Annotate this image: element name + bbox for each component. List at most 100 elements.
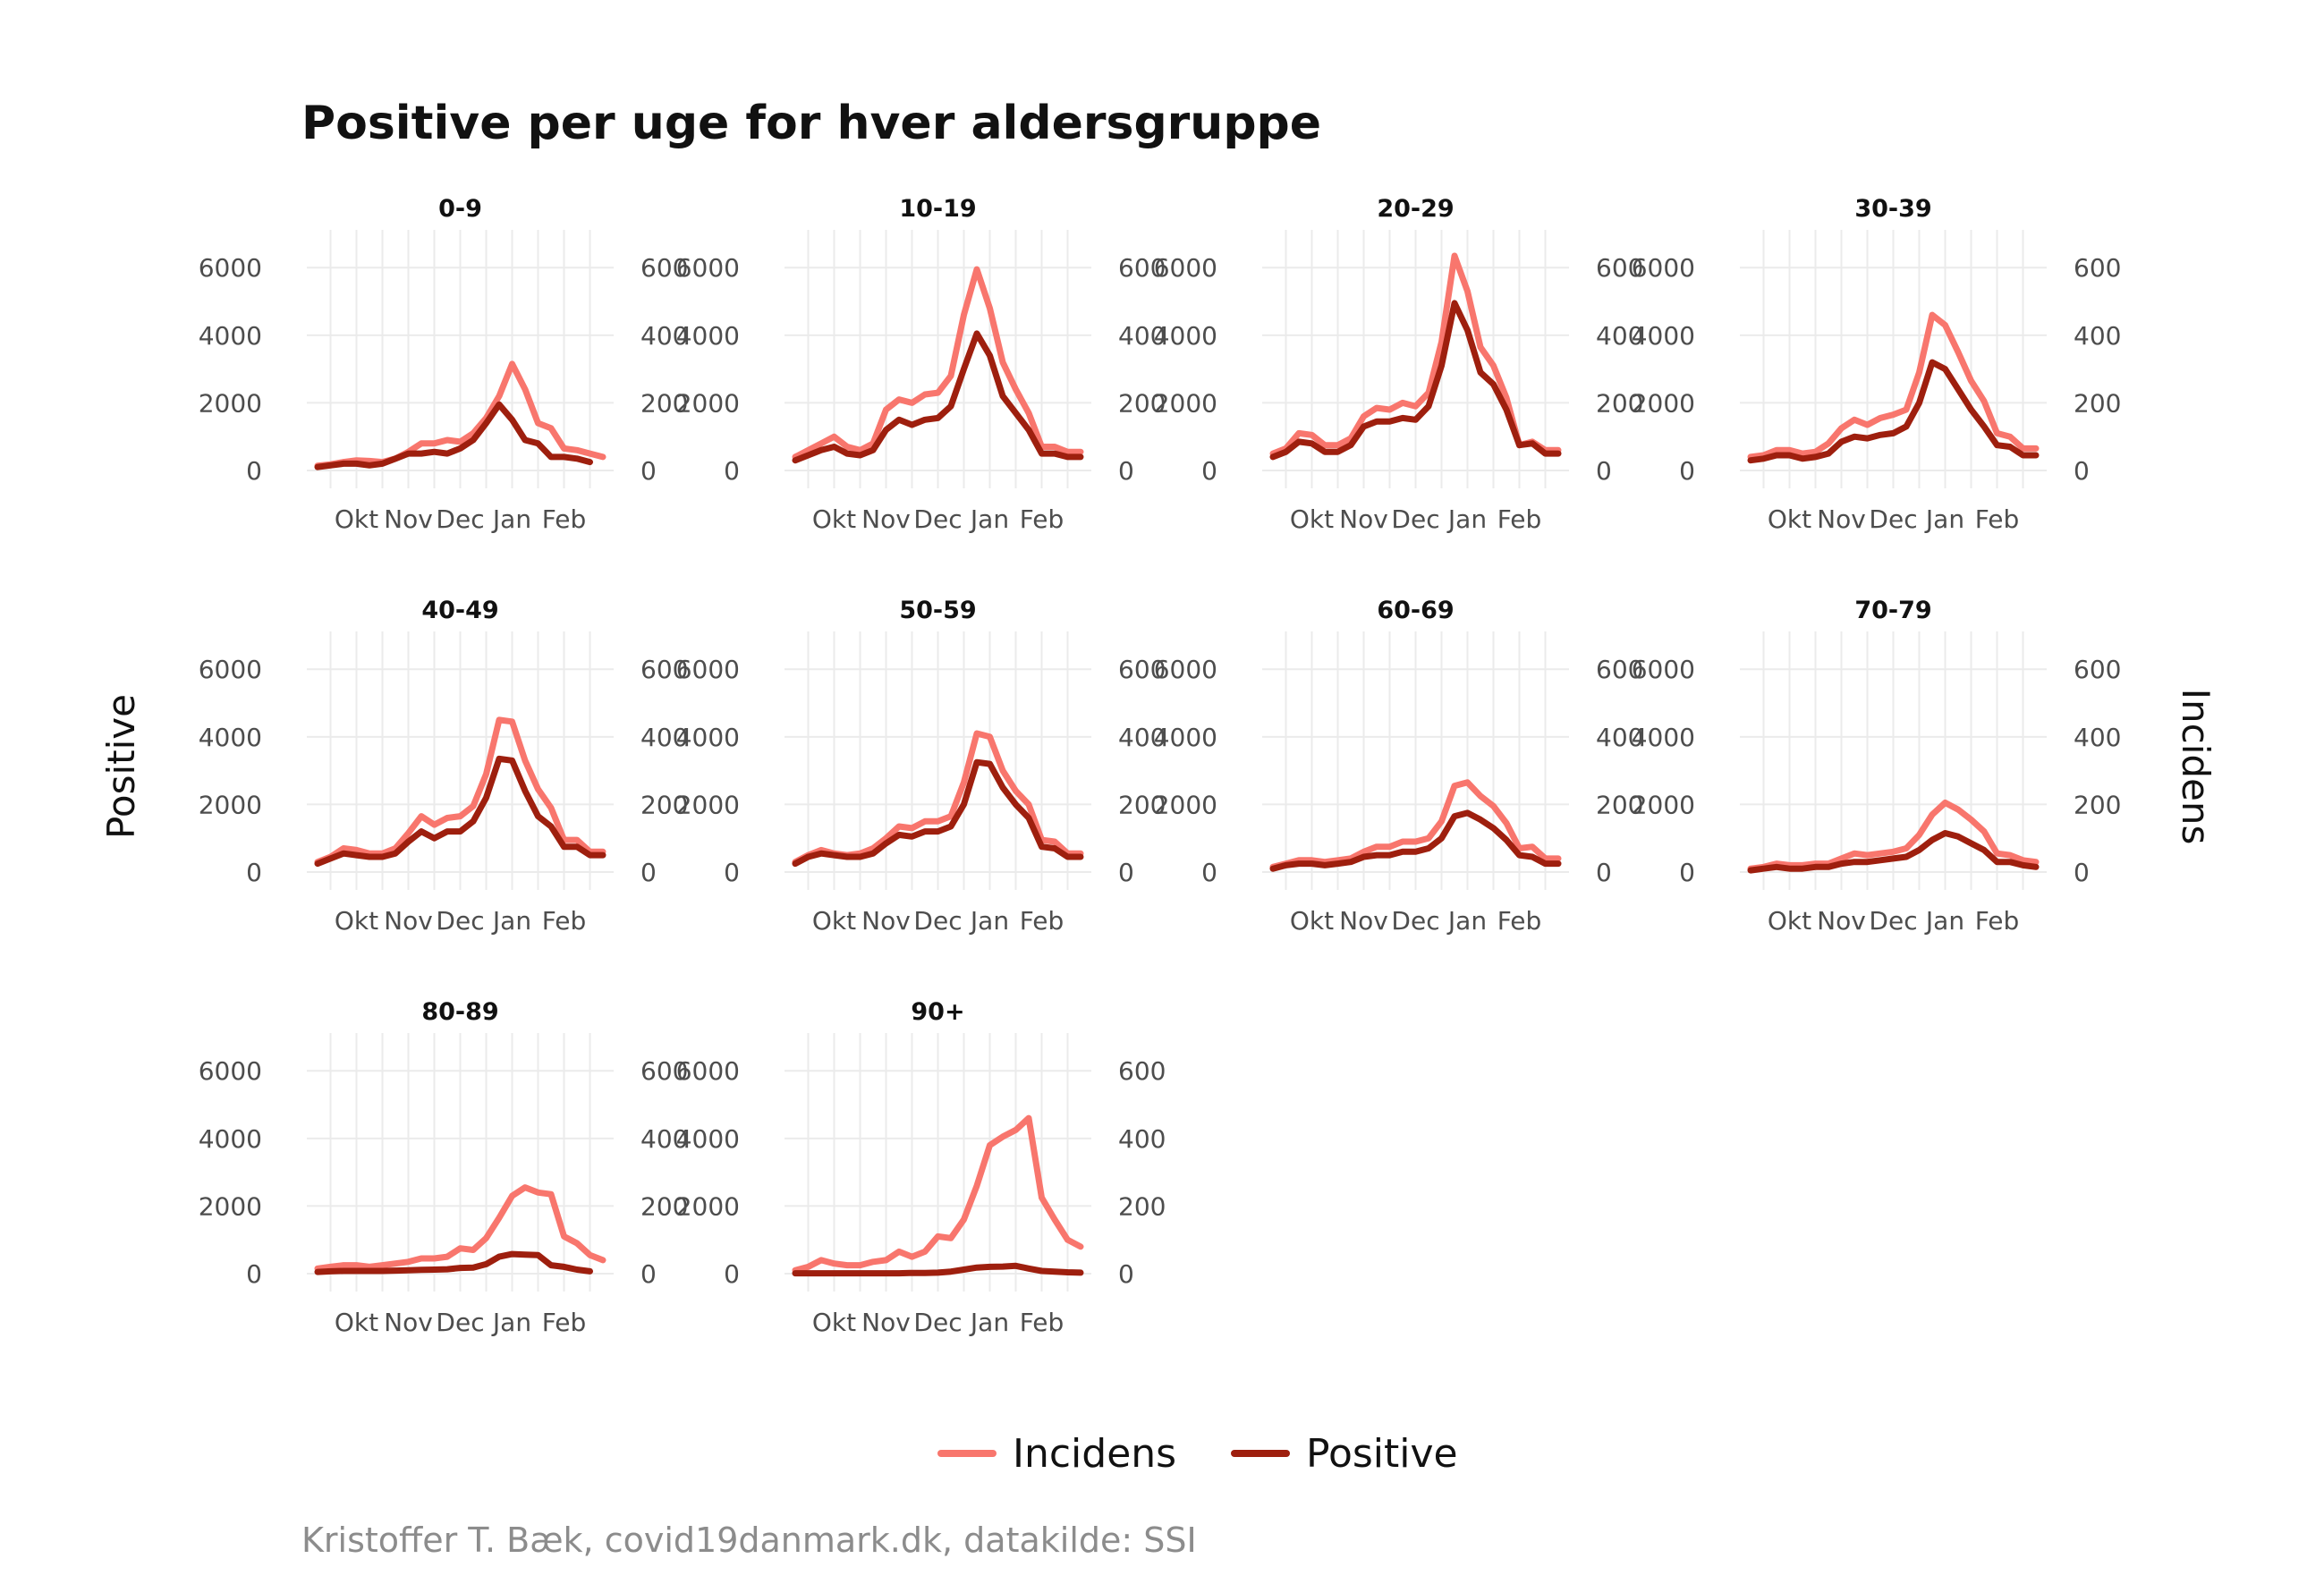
- x-tick-label: Feb: [542, 1308, 587, 1337]
- x-tick-label: Jan: [491, 1308, 531, 1337]
- x-tick-label: Nov: [861, 906, 911, 936]
- y-left-tick-label: 6000: [199, 253, 262, 283]
- panel-label: 0-9: [438, 195, 482, 223]
- x-tick-label: Feb: [1497, 504, 1542, 534]
- panel-label: 50-59: [899, 597, 976, 624]
- panel-label: 30-39: [1854, 195, 1931, 223]
- y-right-tick-label: 400: [2074, 321, 2121, 351]
- y-left-tick-label: 6000: [1632, 253, 1695, 283]
- y-right-tick-label: 600: [1118, 253, 1166, 283]
- y-left-tick-label: 2000: [1632, 790, 1695, 819]
- panel-40-49: 40-49 0 2000 4000 6000 0 200 400 600 Okt Nov Dec Jan…: [199, 597, 689, 936]
- y-right-tick-label: 600: [1596, 655, 1643, 684]
- y-left-tick-label: 4000: [1154, 321, 1217, 351]
- y-left-tick-label: 4000: [676, 1124, 740, 1154]
- panel-20-29: 20-29 0 2000 4000 6000 0 200 400 600 Okt Nov Dec Jan…: [1154, 195, 1644, 534]
- y-right-tick-label: 600: [640, 1056, 688, 1086]
- y-right-tick-label: 0: [640, 858, 657, 887]
- x-tick-label: Okt: [335, 906, 378, 936]
- panel-50-59: 50-59 0 2000 4000 6000 0 200 400 600 Okt Nov Dec Jan…: [676, 597, 1166, 936]
- x-tick-label: Nov: [1817, 504, 1866, 534]
- x-tick-label: Nov: [1339, 504, 1388, 534]
- x-tick-label: Jan: [1446, 504, 1487, 534]
- x-tick-label: Okt: [812, 906, 856, 936]
- y-left-tick-label: 2000: [676, 388, 740, 418]
- y-right-tick-label: 600: [640, 253, 688, 283]
- x-tick-label: Dec: [436, 504, 484, 534]
- series-line-incidens: [1747, 800, 2040, 872]
- y-right-tick-label: 200: [1596, 388, 1643, 418]
- series-line-positive: [792, 1262, 1084, 1277]
- x-tick-label: Okt: [1290, 504, 1334, 534]
- x-tick-label: Jan: [969, 1308, 1009, 1337]
- y-left-tick-label: 6000: [199, 655, 262, 684]
- series-line-incidens: [314, 716, 606, 866]
- series-line-incidens: [1269, 779, 1562, 870]
- y-right-tick-label: 200: [640, 790, 688, 819]
- x-tick-label: Dec: [913, 504, 962, 534]
- y-left-tick-label: 4000: [1154, 723, 1217, 752]
- y-left-tick-label: 0: [1201, 456, 1217, 486]
- y-right-tick-label: 0: [1118, 456, 1134, 486]
- y-left-tick-label: 4000: [676, 723, 740, 752]
- x-tick-label: Nov: [384, 1308, 433, 1337]
- y-right-tick-label: 400: [1118, 1124, 1166, 1154]
- y-left-tick-label: 0: [724, 1259, 740, 1289]
- panel-label: 10-19: [899, 195, 976, 223]
- x-tick-label: Dec: [436, 906, 484, 936]
- y-left-tick-label: 6000: [1154, 253, 1217, 283]
- chart-title: Positive per uge for hver aldersgruppe: [301, 97, 1321, 150]
- y-left-tick-label: 4000: [199, 1124, 262, 1154]
- panel-90+: 90+ 0 2000 4000 6000 0 200 400 600 Okt Nov Dec Jan Fe…: [676, 998, 1166, 1337]
- y-left-tick-label: 0: [246, 858, 262, 887]
- panel-label: 20-29: [1377, 195, 1454, 223]
- y-left-tick-label: 6000: [676, 253, 740, 283]
- legend: Incidens Positive: [937, 1431, 1458, 1477]
- y-left-tick-label: 0: [246, 456, 262, 486]
- x-tick-label: Nov: [384, 504, 433, 534]
- y-right-tick-label: 200: [1118, 1191, 1166, 1221]
- legend-label-positive: Positive: [1306, 1431, 1458, 1477]
- panel-0-9: 0-9 0 2000 4000 6000 0 200 400 600 Okt Nov Dec Jan Fe…: [199, 195, 689, 534]
- y-right-tick-label: 400: [2074, 723, 2121, 752]
- y-left-tick-label: 6000: [1154, 655, 1217, 684]
- x-tick-label: Okt: [812, 1308, 856, 1337]
- y-right-tick-label: 600: [2074, 655, 2121, 684]
- y-right-tick-label: 200: [2074, 790, 2121, 819]
- y-left-tick-label: 2000: [199, 388, 262, 418]
- y-left-tick-label: 2000: [1154, 790, 1217, 819]
- x-tick-label: Dec: [1869, 504, 1917, 534]
- y-axis-left-title: Positive: [99, 694, 143, 839]
- y-right-tick-label: 400: [1118, 321, 1166, 351]
- x-tick-label: Okt: [335, 1308, 378, 1337]
- x-tick-label: Nov: [861, 1308, 911, 1337]
- series-line-positive: [1269, 809, 1562, 872]
- y-right-tick-label: 0: [1118, 858, 1134, 887]
- x-tick-label: Jan: [491, 504, 531, 534]
- y-right-tick-label: 400: [640, 723, 688, 752]
- y-left-tick-label: 2000: [1632, 388, 1695, 418]
- y-left-tick-label: 2000: [1154, 388, 1217, 418]
- x-tick-label: Feb: [1020, 504, 1064, 534]
- y-left-tick-label: 2000: [676, 790, 740, 819]
- y-left-tick-label: 2000: [199, 1191, 262, 1221]
- series-line-positive: [1747, 359, 2040, 464]
- series-line-positive: [1269, 300, 1562, 461]
- y-right-tick-label: 600: [1118, 1056, 1166, 1086]
- y-axis-right-title: Incidens: [2174, 689, 2218, 845]
- series-line-incidens: [792, 1114, 1084, 1274]
- series-line-incidens: [1747, 311, 2040, 461]
- x-tick-label: Dec: [913, 1308, 962, 1337]
- x-tick-label: Jan: [969, 504, 1009, 534]
- y-right-tick-label: 400: [640, 321, 688, 351]
- x-tick-label: Jan: [491, 906, 531, 936]
- y-right-tick-label: 200: [2074, 388, 2121, 418]
- x-tick-label: Okt: [1768, 906, 1811, 936]
- y-left-tick-label: 0: [246, 1259, 262, 1289]
- y-right-tick-label: 0: [1118, 1259, 1134, 1289]
- x-tick-label: Nov: [1817, 906, 1866, 936]
- y-right-tick-label: 0: [1596, 456, 1612, 486]
- panel-label: 80-89: [421, 998, 498, 1026]
- x-tick-label: Dec: [913, 906, 962, 936]
